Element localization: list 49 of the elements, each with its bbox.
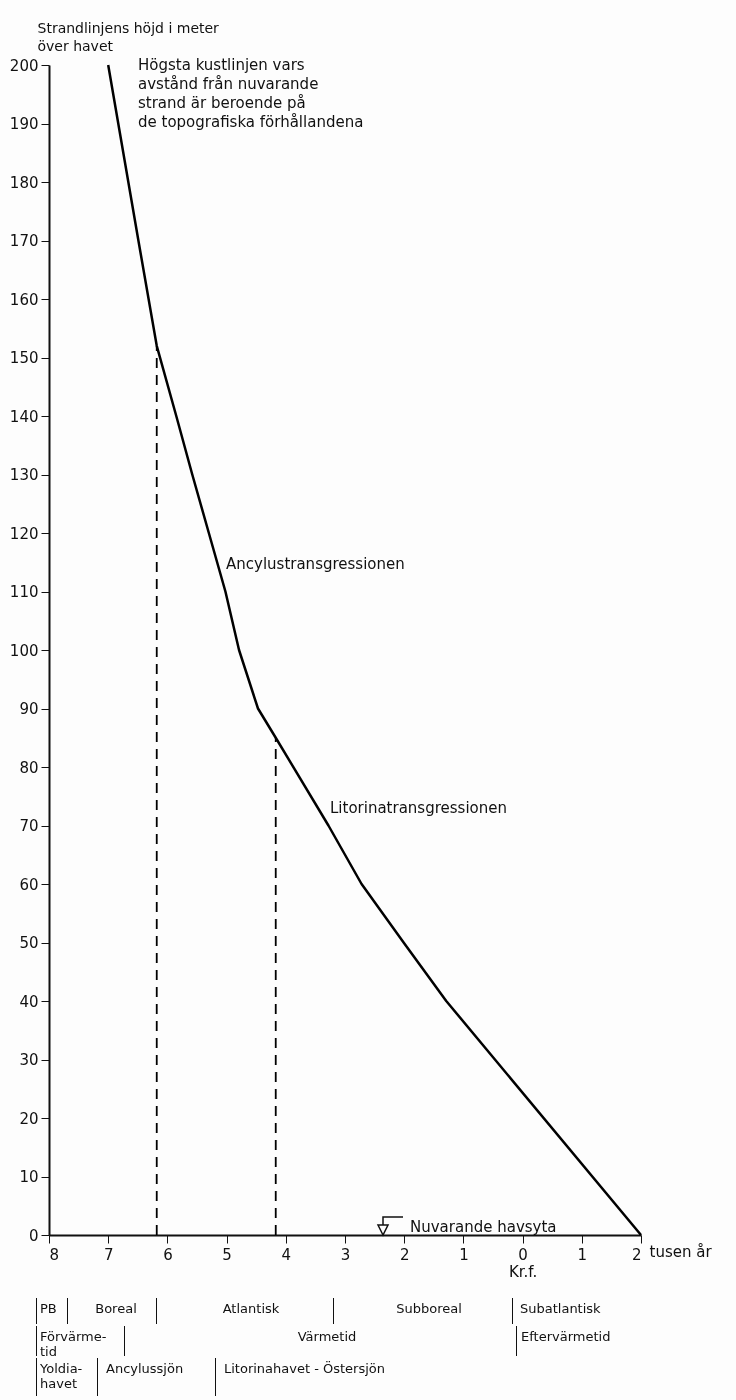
y-tick-label: 170 bbox=[9, 232, 39, 250]
annotation: Högsta kustlinjen vars avstånd från nuvarande strand är beroende på de topografiska förhållandena bbox=[138, 56, 364, 132]
y-tick-label: 60 bbox=[19, 875, 39, 894]
x-tick-label: 0 Kr.f. bbox=[508, 1245, 538, 1281]
x-tick-label: 6 bbox=[163, 1245, 173, 1264]
x-axis-title: tusen år bbox=[649, 1242, 713, 1261]
annotation: Ancylustransgressionen bbox=[226, 555, 405, 574]
y-axis-title: Strandlinjens höjd i meter över havet bbox=[37, 19, 220, 54]
annotation: Nuvarande havsyta bbox=[410, 1218, 557, 1237]
text: PB bbox=[40, 1301, 58, 1316]
y-tick-label: 130 bbox=[9, 466, 39, 484]
text: Ancylussjön bbox=[106, 1361, 185, 1376]
text: Subatlantisk bbox=[520, 1301, 602, 1316]
x-tick-label: 7 bbox=[103, 1245, 114, 1264]
y-tick-label: 30 bbox=[19, 1051, 39, 1069]
text: Värmetid bbox=[296, 1329, 358, 1344]
y-tick-label: 0 bbox=[28, 1226, 39, 1245]
x-tick-label: 1 bbox=[577, 1245, 588, 1264]
annotation: Litorinatransgressionen bbox=[330, 799, 507, 818]
y-tick-label: 180 bbox=[9, 173, 39, 192]
y-tick-label: 10 bbox=[19, 1168, 39, 1186]
text: Boreal bbox=[94, 1301, 138, 1316]
text: Förvärme- tid bbox=[40, 1329, 108, 1359]
x-tick-label: 2 bbox=[631, 1245, 642, 1264]
y-tick-label: 70 bbox=[19, 817, 39, 835]
text: Eftervärmetid bbox=[521, 1329, 612, 1344]
x-tick-label: 1 bbox=[459, 1245, 469, 1264]
x-tick-label: 5 bbox=[222, 1245, 232, 1264]
y-tick-label: 120 bbox=[9, 524, 39, 543]
x-tick-label: 8 bbox=[49, 1245, 60, 1264]
text: Atlantisk bbox=[221, 1301, 281, 1316]
y-tick-label: 160 bbox=[9, 290, 39, 309]
y-tick-label: 90 bbox=[19, 700, 39, 718]
y-tick-label: 200 bbox=[9, 56, 39, 75]
y-tick-label: 110 bbox=[9, 583, 39, 601]
y-tick-label: 140 bbox=[9, 407, 39, 426]
y-tick-label: 40 bbox=[19, 992, 39, 1011]
text: Subboreal bbox=[395, 1301, 463, 1316]
y-tick-label: 100 bbox=[9, 641, 39, 660]
y-tick-label: 80 bbox=[19, 758, 39, 777]
y-tick-label: 20 bbox=[19, 1109, 39, 1128]
x-tick-label: 3 bbox=[340, 1245, 351, 1264]
x-tick-label: 2 bbox=[399, 1245, 410, 1264]
text: Yoldia- havet bbox=[40, 1361, 84, 1391]
text: Litorinahavet - Östersjön bbox=[224, 1361, 387, 1376]
y-tick-label: 190 bbox=[9, 115, 39, 133]
y-tick-label: 150 bbox=[9, 349, 39, 367]
x-tick-label: 4 bbox=[281, 1245, 292, 1264]
y-tick-label: 50 bbox=[19, 934, 39, 952]
